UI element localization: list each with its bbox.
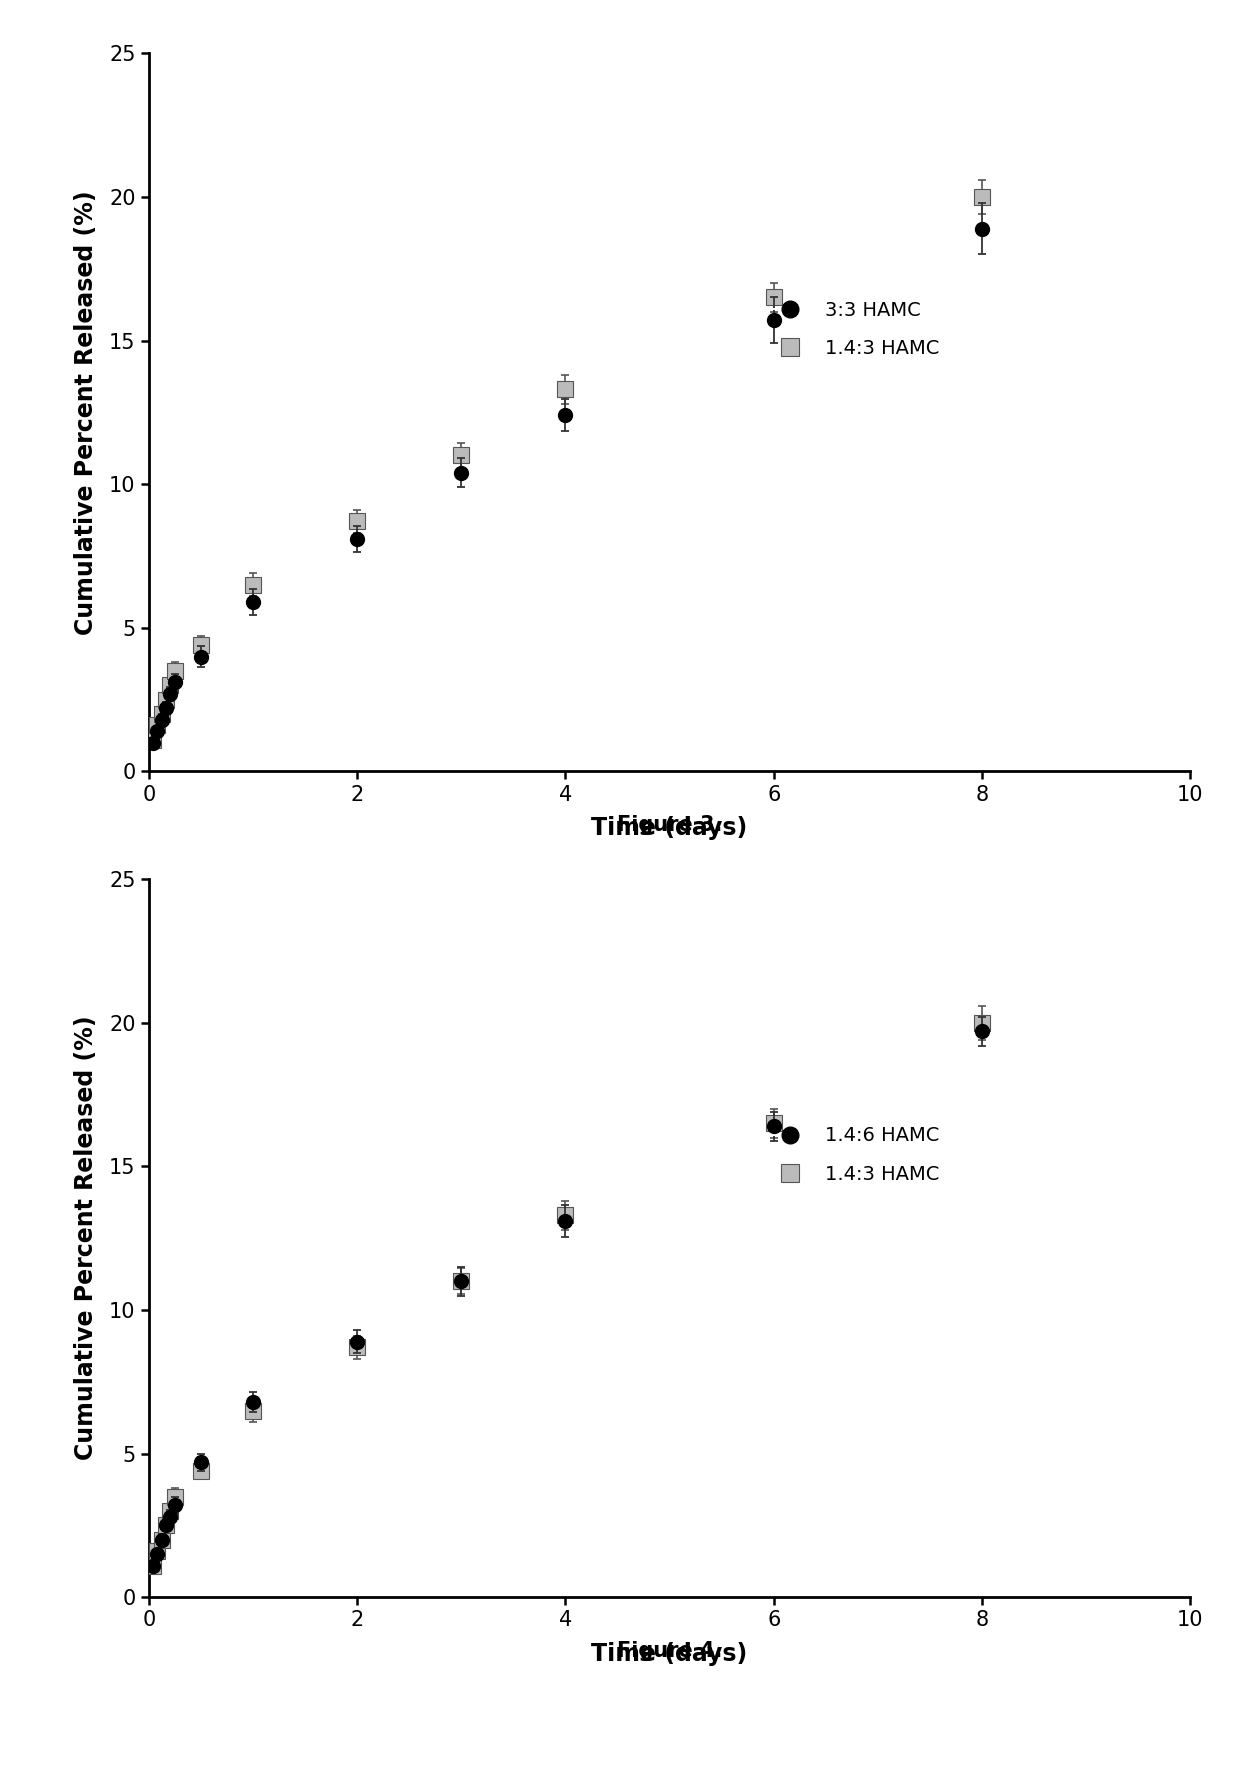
- Text: Figure 4.: Figure 4.: [618, 1641, 722, 1661]
- Y-axis label: Cumulative Percent Released (%): Cumulative Percent Released (%): [74, 190, 98, 634]
- X-axis label: Time (days): Time (days): [591, 1641, 748, 1666]
- Text: Figure 3.: Figure 3.: [618, 815, 722, 835]
- Legend: 3:3 HAMC, 1.4:3 HAMC: 3:3 HAMC, 1.4:3 HAMC: [763, 293, 947, 366]
- Y-axis label: Cumulative Percent Released (%): Cumulative Percent Released (%): [74, 1016, 98, 1460]
- Legend: 1.4:6 HAMC, 1.4:3 HAMC: 1.4:6 HAMC, 1.4:3 HAMC: [763, 1119, 947, 1192]
- X-axis label: Time (days): Time (days): [591, 815, 748, 840]
